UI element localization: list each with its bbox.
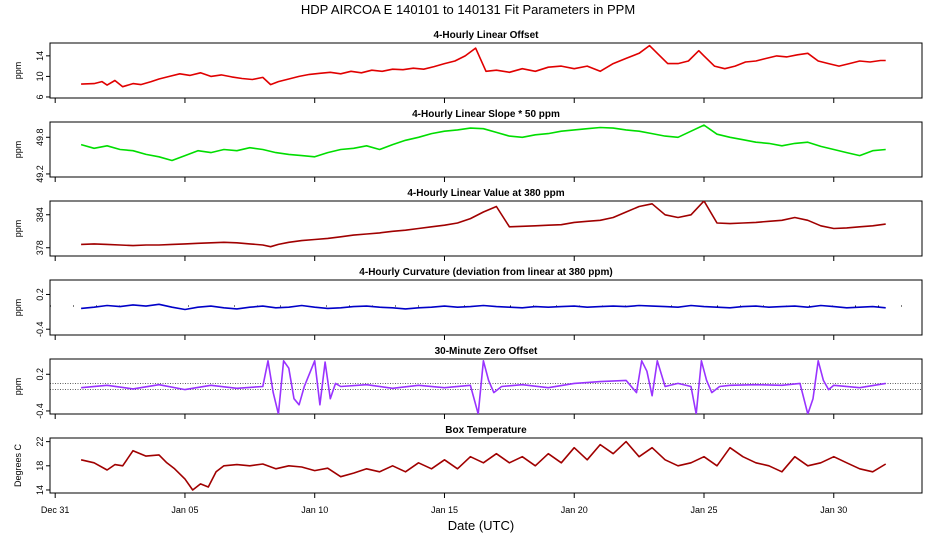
y-tick-label: 378: [35, 240, 45, 255]
x-tick-label: Jan 05: [171, 505, 198, 515]
panel-3: 4-Hourly Linear Value at 380 ppm ppm 378 38…: [13, 188, 923, 261]
y-tick-label: 384: [35, 207, 45, 222]
series-line: [80, 440, 887, 491]
panel-title: 30-Minute Zero Offset: [435, 346, 538, 357]
y-tick-label: -0.4: [35, 403, 45, 419]
panel-2: 4-Hourly Linear Slope * 50 ppm ppm 49.2 49.…: [13, 109, 923, 183]
panel-title: 4-Hourly Linear Value at 380 ppm: [407, 188, 564, 199]
x-tick-label: Dec 31: [41, 505, 70, 515]
panel-frame: [49, 121, 923, 178]
panel-4: 4-Hourly Curvature (deviation from linea…: [13, 267, 923, 340]
y-tick-label: -0.4: [35, 321, 45, 337]
y-tick-label: 14: [35, 51, 45, 61]
panel-title: Box Temperature: [445, 425, 527, 436]
y-axis-label: ppm: [13, 378, 23, 396]
x-tick-label: Jan 10: [301, 505, 328, 515]
y-axis-label: Degrees C: [13, 443, 23, 487]
figure-title: HDP AIRCOA E 140101 to 140131 Fit Parame…: [301, 2, 635, 17]
series-line: [81, 44, 886, 88]
y-tick-label: 10: [35, 71, 45, 81]
y-axis-label: ppm: [13, 220, 23, 238]
y-tick-label: 18: [35, 461, 45, 471]
panel-frame: [49, 358, 923, 415]
panel-frame: [49, 42, 923, 99]
series-line: [81, 303, 886, 311]
x-axis-label: Date (UTC): [448, 518, 514, 533]
panel-frame: [49, 437, 923, 494]
y-tick-label: 14: [35, 485, 45, 495]
x-tick-label: Jan 30: [820, 505, 847, 515]
panel-frame: [49, 279, 923, 336]
y-tick-label: 49.8: [35, 129, 45, 147]
x-axis: Dec 31 Jan 05 Jan 10 Jan 15 Jan 20 Jan 25 Jan …: [41, 505, 847, 515]
series-line: [80, 124, 886, 162]
panel-title: 4-Hourly Linear Slope * 50 ppm: [412, 109, 560, 120]
x-tick-label: Jan 25: [690, 505, 717, 515]
y-tick-label: 22: [35, 437, 45, 447]
y-tick-label: 49.2: [35, 165, 45, 183]
y-tick-label: 0.2: [35, 288, 45, 301]
panel-1: 4-Hourly Linear Offset ppm 6 10 14: [13, 30, 923, 103]
y-axis-label: ppm: [13, 62, 23, 80]
y-axis-label: ppm: [13, 141, 23, 159]
x-tick-label: Jan 15: [431, 505, 458, 515]
y-axis-label: ppm: [13, 299, 23, 317]
series-line: [81, 359, 886, 414]
y-tick-label: 6: [35, 94, 45, 99]
y-tick-label: 0.2: [35, 368, 45, 381]
panel-title: 4-Hourly Curvature (deviation from linea…: [359, 267, 612, 278]
panel-frame: [49, 200, 923, 257]
panel-title: 4-Hourly Linear Offset: [433, 30, 539, 41]
series-line: [81, 201, 886, 248]
panel-6: Box Temperature Degrees C 14 18 22: [13, 425, 923, 498]
x-tick-label: Jan 20: [561, 505, 588, 515]
panel-5: 30-Minute Zero Offset ppm -0.4 0.2: [13, 346, 923, 419]
